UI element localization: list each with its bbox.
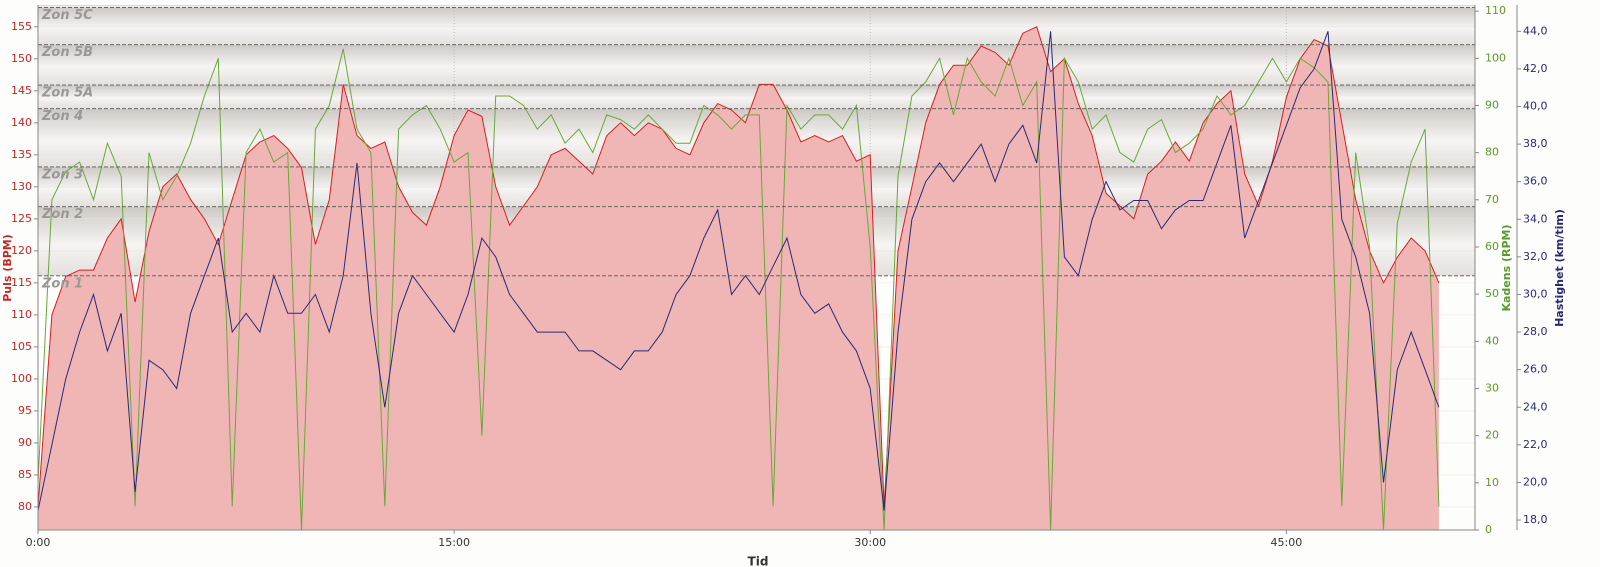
y2-tick-label: 30 (1485, 381, 1499, 394)
y-tick-label: 90 (18, 436, 32, 449)
y-tick-label: 115 (11, 276, 32, 289)
y3-tick-label: 42,0 (1523, 62, 1548, 75)
zone-label: Zon 1 (41, 276, 83, 291)
x-tick-label: 30:00 (854, 536, 886, 549)
zone-label: Zon 2 (41, 207, 83, 222)
zone-band (38, 5, 1475, 8)
y-tick-label: 100 (11, 372, 32, 385)
y3-tick-label: 32,0 (1523, 250, 1548, 263)
y2-tick-label: 0 (1485, 523, 1492, 536)
zone-label: Zon 5A (41, 86, 93, 101)
y-tick-label: 105 (11, 340, 32, 353)
y-tick-label: 80 (18, 500, 32, 513)
y-tick-label: 140 (11, 116, 32, 129)
y2-tick-label: 60 (1485, 240, 1499, 253)
y3-tick-label: 28,0 (1523, 325, 1548, 338)
y3-tick-label: 18,0 (1523, 513, 1548, 526)
area-line (37, 26, 1440, 508)
y-tick-label: 85 (18, 468, 32, 481)
y-tick-label: 155 (11, 20, 32, 33)
y3-tick-label: 44,0 (1523, 24, 1548, 37)
y3-tick-label: 24,0 (1523, 400, 1548, 413)
y2-tick-label: 70 (1485, 193, 1499, 206)
zone-label: Zon 3 (41, 167, 83, 182)
x-tick-label: 15:00 (438, 536, 470, 549)
y2-tick-label: 20 (1485, 429, 1499, 442)
series-line (37, 31, 1440, 511)
y2-tick-label: 50 (1485, 287, 1499, 300)
axis-title: Kadens (RPM) (1500, 224, 1513, 311)
x-tick-label: 0:00 (26, 536, 51, 549)
y2-tick-label: 80 (1485, 146, 1499, 159)
y3-tick-label: 22,0 (1523, 438, 1548, 451)
y-tick-label: 150 (11, 52, 32, 65)
y-tick-label: 130 (11, 180, 32, 193)
y2-tick-label: 10 (1485, 476, 1499, 489)
y-tick-label: 120 (11, 244, 32, 257)
y3-tick-label: 36,0 (1523, 175, 1548, 188)
y-tick-label: 110 (11, 308, 32, 321)
zone-label: Zon 5B (41, 45, 93, 60)
series-line (37, 48, 1440, 531)
y3-tick-label: 20,0 (1523, 475, 1548, 488)
y-tick-label: 125 (11, 212, 32, 225)
y3-tick-label: 34,0 (1523, 212, 1548, 225)
axis-title: Puls (BPM) (1, 234, 14, 302)
zone-band (38, 7, 1475, 45)
y2-tick-label: 110 (1485, 4, 1506, 17)
axis-title: Hastighet (km/tim) (1553, 209, 1566, 327)
zone-label: Zon 4 (41, 109, 83, 124)
y-tick-label: 135 (11, 148, 32, 161)
y3-tick-label: 26,0 (1523, 363, 1548, 376)
x-axis-label: Tid (748, 555, 769, 567)
y3-tick-label: 40,0 (1523, 100, 1548, 113)
y3-tick-label: 38,0 (1523, 137, 1548, 150)
x-tick-label: 45:00 (1271, 536, 1303, 549)
y-tick-label: 145 (11, 84, 32, 97)
y-tick-label: 95 (18, 404, 32, 417)
zone-band (38, 44, 1475, 86)
y3-tick-label: 30,0 (1523, 287, 1548, 300)
zone-label: Zon 5C (41, 8, 93, 23)
y2-tick-label: 40 (1485, 334, 1499, 347)
y2-tick-label: 90 (1485, 98, 1499, 111)
y2-tick-label: 100 (1485, 51, 1506, 64)
